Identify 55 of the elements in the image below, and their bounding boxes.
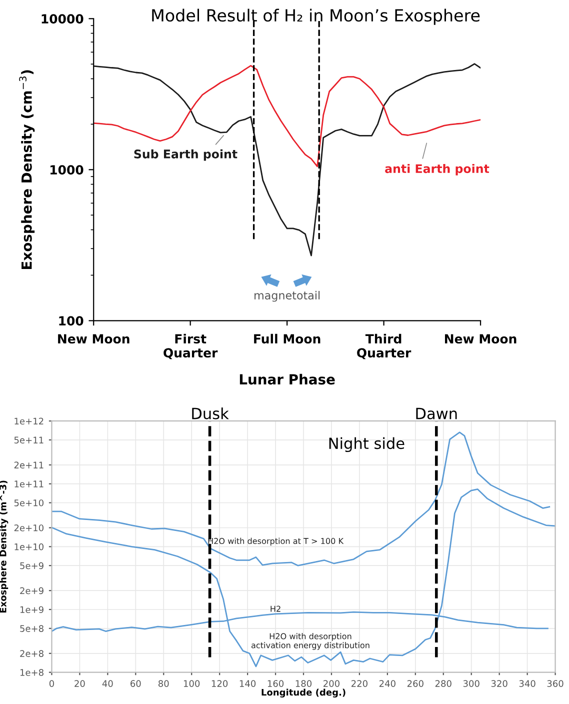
series-label: H2O with desorption activation energy distribution: [251, 633, 370, 650]
y-tick-label: 2e+10: [14, 524, 44, 532]
series-label: Sub Earth point: [134, 149, 238, 161]
x-tick-label: New Moon: [444, 334, 516, 344]
x-tick-label: First Quarter: [164, 334, 218, 360]
y-tick-label: 5e+9: [20, 562, 44, 570]
annotation: Night side: [329, 437, 404, 452]
y-tick-label: 1e+8: [20, 669, 44, 676]
x-tick-label: 20: [74, 680, 85, 687]
x-tick-label: 40: [102, 680, 113, 687]
y-tick-label: 5e+10: [14, 499, 44, 506]
x-tick-label: 340: [519, 680, 536, 687]
x-tick-label: 300: [463, 680, 480, 687]
y-tick-label: 2e+8: [20, 650, 44, 657]
x-tick-label: 60: [130, 680, 141, 687]
y-tick-label: 2e+11: [14, 462, 44, 468]
chart-title: Model Result of H₂ in Moon’s Exosphere: [152, 8, 480, 25]
y-tick-label: 5e+8: [20, 625, 44, 632]
y-tick-label: 10000: [42, 14, 84, 24]
y-tick-label: 1e+9: [20, 606, 44, 614]
x-tick-label: 320: [491, 680, 508, 687]
y-tick-label: 100: [59, 316, 84, 326]
line-series: [52, 488, 556, 668]
x-tick-label: Third Quarter: [357, 334, 412, 360]
ref-line-label: Dawn: [416, 408, 457, 420]
text: anti Earth point: [385, 164, 490, 176]
annotation: magnetotail: [254, 290, 320, 302]
x-tick-label: 240: [379, 680, 396, 687]
x-tick-label: Full Moon: [254, 334, 320, 344]
ref-line-label: Dusk: [192, 407, 229, 420]
x-tick-label: 160: [268, 680, 284, 687]
y-tick-label: 5e+11: [14, 436, 44, 444]
x-tick-label: 100: [184, 680, 200, 687]
line-series: [52, 432, 550, 566]
x-tick-label: 260: [407, 680, 424, 687]
x-axis-title: Longitude (deg.): [262, 688, 346, 698]
x-tick-label: 220: [352, 680, 368, 687]
y-tick-label: 1e+11: [14, 480, 44, 488]
x-tick-label: 180: [296, 680, 312, 687]
x-axis-title: Lunar Phase: [240, 374, 335, 385]
x-tick-label: 200: [324, 680, 340, 687]
x-tick-label: 0: [49, 680, 54, 687]
x-tick-label: New Moon: [58, 334, 130, 344]
y-tick-label: 2e+9: [20, 587, 44, 594]
x-tick-label: 360: [547, 680, 564, 687]
x-tick-label: 140: [240, 680, 256, 687]
series-label: H2: [270, 606, 280, 612]
y-axis-title: Exosphere Density (cm$^{−3}$): [19, 70, 35, 270]
y-tick-label: 1e+10: [14, 543, 44, 550]
x-tick-label: 120: [212, 680, 228, 687]
series-label: H2O with desorption at T > 100 K: [208, 538, 344, 546]
x-tick-label: 80: [158, 680, 169, 687]
x-tick-label: 280: [435, 680, 452, 687]
y-tick-label: 1000: [50, 165, 84, 175]
y-tick-label: 1e+12: [14, 418, 44, 425]
